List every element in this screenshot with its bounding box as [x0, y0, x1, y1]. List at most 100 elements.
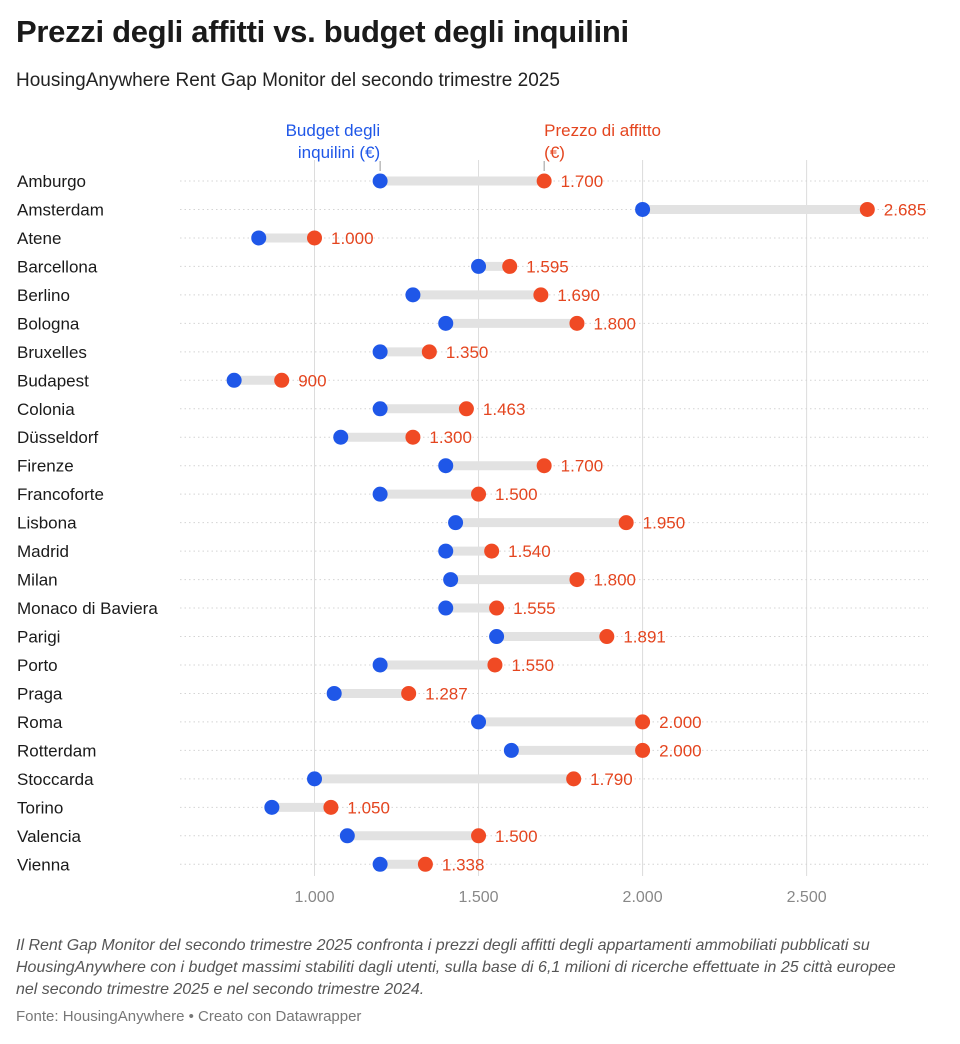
value-label: 1.300	[429, 428, 472, 447]
chart-source: Fonte: HousingAnywhere • Creato con Data…	[16, 1008, 362, 1025]
price-dot	[487, 657, 503, 673]
category-label: Berlino	[17, 286, 70, 305]
price-dot	[569, 572, 585, 588]
chart-notes: Il Rent Gap Monitor del secondo trimestr…	[16, 937, 896, 998]
value-label: 1.700	[561, 457, 604, 476]
category-label: Madrid	[17, 542, 69, 561]
value-label: 1.287	[425, 684, 468, 703]
value-label: 2.000	[659, 713, 702, 732]
budget-dot	[326, 685, 342, 701]
category-label: Bologna	[17, 314, 80, 333]
x-tick-label: 1.000	[294, 889, 334, 906]
price-dot	[635, 714, 651, 730]
budget-dot	[339, 828, 355, 844]
budget-dot	[471, 714, 487, 730]
value-label: 1.595	[526, 257, 569, 276]
price-dot	[401, 685, 417, 701]
value-label: 1.700	[561, 172, 604, 191]
budget-dot	[503, 742, 519, 758]
chart-subtitle: HousingAnywhere Rent Gap Monitor del sec…	[16, 70, 560, 91]
category-label: Parigi	[17, 628, 60, 647]
price-dot	[458, 401, 474, 417]
price-dot	[307, 230, 323, 246]
category-label: Stoccarda	[17, 770, 94, 789]
price-dot	[417, 856, 433, 872]
budget-dot	[405, 287, 421, 303]
price-dot	[635, 742, 651, 758]
value-label: 1.350	[446, 343, 489, 362]
budget-dot	[264, 799, 280, 815]
budget-dot	[251, 230, 267, 246]
budget-dot	[372, 401, 388, 417]
category-label: Colonia	[17, 400, 75, 419]
budget-series-header: Budget degli inquilini (€)	[286, 121, 381, 162]
value-label: 1.338	[442, 855, 485, 874]
value-label: 1.463	[483, 400, 526, 419]
labels: Amburgo 1.700 Amsterdam 2.685 Atene 1.000 Barc…	[17, 172, 926, 874]
budget-dot	[438, 458, 454, 474]
category-label: Amburgo	[17, 172, 86, 191]
price-dot	[471, 828, 487, 844]
price-dot	[618, 515, 634, 531]
value-label: 1.950	[643, 514, 686, 533]
category-label: Budapest	[17, 371, 89, 390]
price-series-header: Prezzo di affitto (€)	[544, 121, 661, 162]
budget-series-header-line: Budget degli	[286, 121, 381, 140]
value-label: 1.891	[623, 628, 666, 647]
budget-dot	[448, 515, 464, 531]
value-label: 2.685	[884, 200, 927, 219]
price-series-header-line: Prezzo di affitto	[544, 121, 661, 140]
budget-dot	[372, 486, 388, 502]
series-headers: Budget degli inquilini (€) Prezzo di affit…	[286, 121, 661, 171]
price-dot	[569, 315, 585, 331]
value-label: 1.050	[347, 798, 390, 817]
budget-dot	[438, 543, 454, 559]
price-dot	[405, 429, 421, 445]
budget-dot	[438, 600, 454, 616]
price-dot	[536, 173, 552, 189]
category-label: Lisbona	[17, 514, 77, 533]
budget-dot	[372, 856, 388, 872]
budget-dot	[372, 344, 388, 360]
price-dot	[859, 201, 875, 217]
budget-series-header-line: inquilini (€)	[298, 143, 380, 162]
value-label: 1.555	[513, 599, 556, 618]
price-dot	[471, 486, 487, 502]
price-dot	[599, 629, 615, 645]
value-label: 1.500	[495, 827, 538, 846]
budget-dot	[489, 629, 505, 645]
category-label: Atene	[17, 229, 61, 248]
price-dot	[536, 458, 552, 474]
category-label: Valencia	[17, 827, 81, 846]
value-label: 1.540	[508, 542, 551, 561]
value-label: 1.800	[593, 571, 636, 590]
value-label: 900	[298, 371, 326, 390]
category-label: Bruxelles	[17, 343, 87, 362]
category-label: Amsterdam	[17, 200, 104, 219]
x-tick-label: 2.000	[623, 889, 663, 906]
budget-dot	[443, 572, 459, 588]
price-dot	[421, 344, 437, 360]
value-label: 2.000	[659, 741, 702, 760]
budget-dot	[372, 173, 388, 189]
x-tick-label: 1.500	[459, 889, 499, 906]
category-label: Torino	[17, 798, 63, 817]
category-label: Barcellona	[17, 257, 98, 276]
value-label: 1.800	[593, 314, 636, 333]
category-label: Firenze	[17, 457, 74, 476]
category-label: Porto	[17, 656, 58, 675]
price-dot	[274, 372, 290, 388]
price-dot	[502, 258, 518, 274]
category-label: Rotterdam	[17, 741, 96, 760]
budget-dot	[471, 258, 487, 274]
category-label: Praga	[17, 684, 63, 703]
category-label: Milan	[17, 571, 58, 590]
gridlines: 1.000 1.500 2.000 2.500	[294, 160, 827, 906]
dot-plot-chart: 1.000 1.500 2.000 2.500 Amburgo 1.700 Amsterd…	[17, 121, 928, 906]
budget-dot	[333, 429, 349, 445]
price-dot	[323, 799, 339, 815]
category-label: Roma	[17, 713, 63, 732]
category-label: Vienna	[17, 855, 70, 874]
price-dot	[566, 771, 582, 787]
value-label: 1.790	[590, 770, 633, 789]
